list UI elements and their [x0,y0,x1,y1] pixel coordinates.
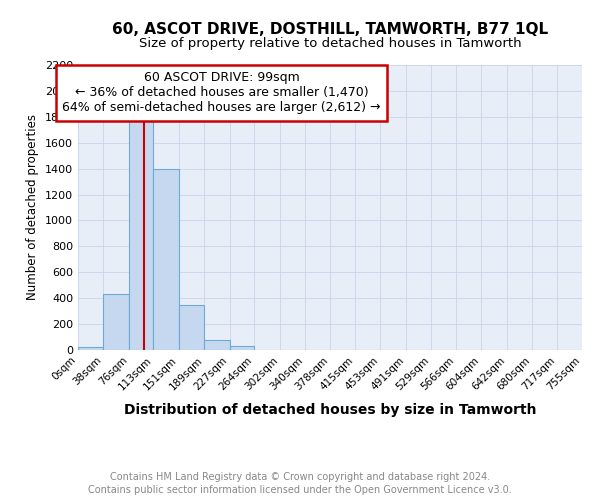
Text: Contains HM Land Registry data © Crown copyright and database right 2024.: Contains HM Land Registry data © Crown c… [110,472,490,482]
Text: 60, ASCOT DRIVE, DOSTHILL, TAMWORTH, B77 1QL: 60, ASCOT DRIVE, DOSTHILL, TAMWORTH, B77… [112,22,548,38]
Bar [129,117,154,350]
Bar [230,346,254,350]
Text: Contains public sector information licensed under the Open Government Licence v3: Contains public sector information licen… [88,485,512,495]
X-axis label: Distribution of detached houses by size in Tamworth: Distribution of detached houses by size … [124,403,536,417]
Bar [204,340,230,350]
Text: 60 ASCOT DRIVE: 99sqm
← 36% of detached houses are smaller (1,470)
64% of semi-d: 60 ASCOT DRIVE: 99sqm ← 36% of detached … [62,72,381,114]
Bar [179,304,204,350]
Y-axis label: Number of detached properties: Number of detached properties [26,114,40,300]
Text: Size of property relative to detached houses in Tamworth: Size of property relative to detached ho… [139,36,521,50]
Bar [103,294,129,350]
Bar [154,168,179,350]
Bar [78,348,103,350]
